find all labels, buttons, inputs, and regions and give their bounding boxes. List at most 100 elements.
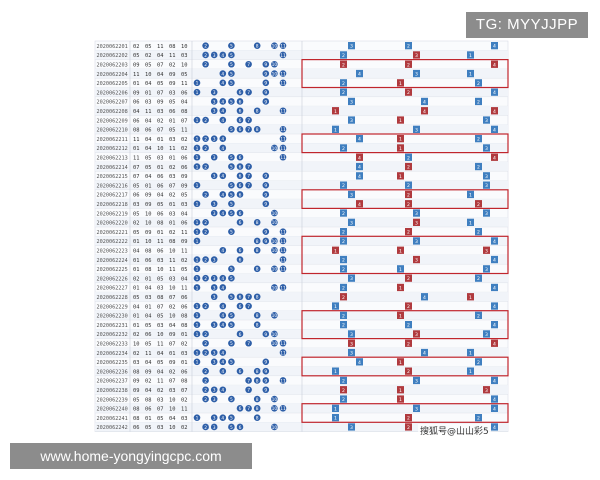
number-ball-label: 6: [239, 369, 242, 375]
number-ball-label: 3: [213, 322, 216, 328]
number-ball-label: 11: [280, 127, 286, 133]
number-ball: [228, 265, 235, 273]
trend-cell-label: 3: [485, 118, 488, 124]
number-ball-label: 7: [247, 127, 250, 133]
row-id: 2020062212: [97, 146, 128, 152]
number-ball-label: 11: [280, 109, 286, 115]
number-ball-label: 7: [247, 90, 250, 96]
trend-cell-label: 2: [342, 388, 345, 394]
number-ball-label: 7: [247, 341, 250, 347]
trend-cell-label: 3: [415, 211, 418, 217]
row-number: 02: [181, 397, 188, 403]
row-number: 03: [169, 90, 176, 96]
number-ball-label: 11: [280, 53, 286, 59]
trend-cell-label: 3: [485, 146, 488, 152]
row-number: 01: [133, 258, 140, 264]
row-number: 07: [133, 165, 140, 171]
trend-cell-label: 2: [407, 155, 410, 161]
number-ball-label: 8: [256, 415, 259, 421]
number-ball-label: 2: [204, 276, 207, 282]
trend-cell: [491, 395, 498, 403]
number-ball: [236, 330, 244, 338]
row-number: 07: [169, 379, 176, 385]
trend-cell-label: 2: [342, 295, 345, 301]
number-ball: [210, 135, 218, 142]
trend-cell: [405, 88, 412, 96]
row-number: 07: [169, 342, 176, 348]
number-ball-label: 10: [272, 397, 278, 403]
row-number: 06: [181, 90, 188, 96]
number-ball-label: 10: [272, 220, 278, 226]
number-ball: [219, 70, 227, 77]
number-ball-label: 2: [204, 332, 207, 338]
number-ball-label: 2: [204, 341, 207, 347]
number-ball: [202, 395, 209, 403]
row-number: 05: [133, 230, 140, 236]
row-id: 2020062227: [97, 286, 128, 292]
trend-cell: [483, 181, 490, 189]
row-number: 01: [145, 90, 152, 96]
number-ball-label: 4: [221, 285, 224, 291]
trend-cell-label: 4: [423, 109, 426, 115]
number-ball: [202, 116, 209, 124]
number-ball-label: 1: [196, 313, 199, 319]
row-number: 01: [145, 183, 152, 189]
trend-cell-label: 2: [342, 323, 345, 329]
trend-cell-label: 2: [342, 313, 345, 319]
trend-cell-label: 2: [477, 416, 480, 422]
row-id: 2020062224: [97, 258, 128, 264]
trend-cell: [348, 423, 355, 431]
number-ball: [253, 293, 261, 301]
trend-cell: [397, 144, 404, 152]
number-ball: [210, 349, 218, 356]
row-number: 01: [133, 314, 140, 320]
number-ball: [253, 246, 261, 254]
row-number: 04: [181, 276, 188, 282]
row-number: 06: [181, 295, 188, 301]
number-ball: [210, 51, 218, 59]
row-number: 04: [181, 211, 188, 217]
trend-cell-label: 4: [493, 341, 496, 347]
number-ball-label: 9: [264, 332, 267, 338]
number-ball: [202, 144, 209, 152]
number-ball-label: 4: [221, 304, 224, 310]
row-number: 01: [145, 416, 152, 422]
number-ball-label: 3: [213, 155, 216, 161]
number-ball: [262, 358, 270, 366]
trend-cell: [405, 414, 412, 422]
row-number: 02: [157, 388, 164, 394]
number-ball-label: 10: [272, 425, 278, 431]
number-ball: [245, 377, 252, 384]
number-ball: [202, 349, 209, 356]
trend-cell: [491, 283, 498, 292]
number-ball-label: 9: [264, 192, 267, 198]
row-number: 10: [145, 72, 152, 78]
trend-cell-label: 2: [407, 304, 410, 310]
number-ball: [219, 349, 227, 356]
trend-cell: [340, 283, 347, 292]
row-number: 10: [169, 397, 176, 403]
number-ball-label: 4: [221, 415, 224, 421]
trend-cell-label: 4: [493, 109, 496, 115]
trend-cell: [491, 339, 498, 347]
number-ball-label: 10: [272, 248, 278, 254]
number-ball: [219, 274, 227, 282]
number-ball-label: 5: [230, 322, 233, 328]
row-id: 2020062216: [97, 183, 128, 189]
row-number: 01: [157, 230, 164, 236]
row-stripe: [95, 347, 508, 358]
trend-cell: [340, 79, 347, 87]
number-ball: [193, 135, 201, 142]
row-number: 01: [133, 323, 140, 329]
trend-cell: [491, 107, 498, 115]
row-number: 01: [169, 156, 176, 162]
row-stripe: [95, 180, 508, 190]
number-ball-label: 11: [280, 341, 286, 347]
number-ball-label: 8: [256, 378, 259, 384]
row-number: 02: [145, 379, 152, 385]
row-number: 02: [181, 425, 188, 431]
row-number: 03: [169, 388, 176, 394]
trend-cell: [475, 358, 482, 366]
number-ball: [253, 42, 261, 49]
row-number: 11: [169, 258, 176, 264]
